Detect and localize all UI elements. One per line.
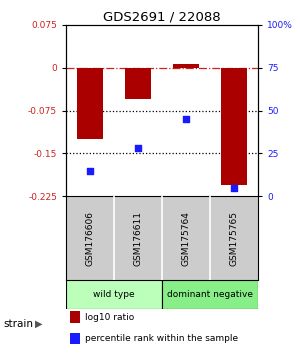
Text: GSM175765: GSM175765	[230, 211, 238, 266]
Point	[184, 116, 188, 122]
Bar	[70, 333, 80, 344]
Text: log10 ratio: log10 ratio	[85, 313, 134, 322]
Text: GSM176611: GSM176611	[134, 211, 142, 266]
Bar	[125, 68, 151, 99]
Bar	[70, 312, 80, 323]
Bar	[221, 68, 247, 185]
Title: GDS2691 / 22088: GDS2691 / 22088	[103, 11, 221, 24]
Bar	[77, 68, 103, 139]
Text: strain: strain	[3, 319, 33, 329]
Bar	[162, 280, 258, 309]
Point	[232, 185, 236, 190]
Text: percentile rank within the sample: percentile rank within the sample	[85, 334, 238, 343]
Text: wild type: wild type	[93, 290, 135, 299]
Bar	[66, 280, 162, 309]
Text: dominant negative: dominant negative	[167, 290, 253, 299]
Point	[88, 168, 92, 173]
Text: ▶: ▶	[34, 319, 42, 329]
Point	[136, 145, 140, 151]
Text: GSM176606: GSM176606	[85, 211, 94, 266]
Bar	[173, 64, 199, 68]
Text: GSM175764: GSM175764	[182, 211, 190, 266]
